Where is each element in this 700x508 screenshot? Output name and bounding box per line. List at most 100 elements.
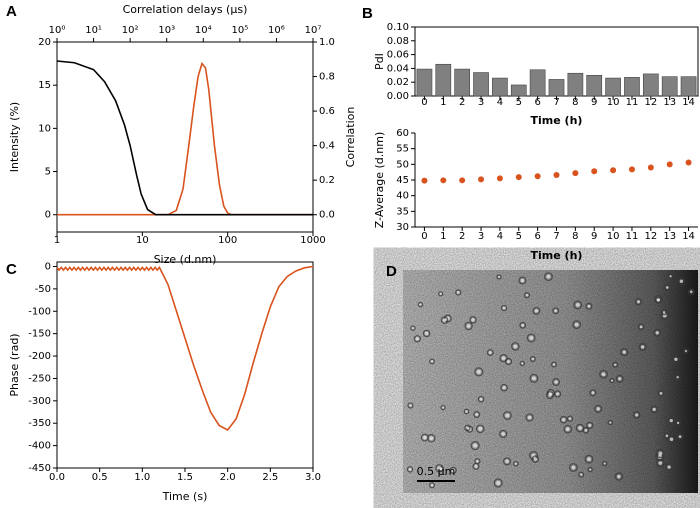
x2-tick-label: 10⁴ [195, 25, 212, 36]
particle-core [669, 275, 672, 278]
particle-core [652, 407, 656, 412]
bar [492, 77, 508, 97]
y-axis-label: PdI [373, 53, 386, 70]
bar [567, 72, 584, 97]
x-tick-label: 0 [421, 231, 427, 242]
x2-tick-label: 10² [122, 25, 139, 36]
x-tick-label: 14 [682, 97, 695, 108]
x-tick-label: 3 [478, 97, 484, 108]
particle-core [423, 435, 427, 440]
plot-frame [56, 261, 314, 469]
particle-core [505, 413, 510, 418]
particle [429, 358, 435, 365]
particle-core [667, 465, 671, 469]
bar [510, 84, 527, 97]
y-tick-label: 0.10 [387, 22, 409, 33]
y-tick-label: 40 [396, 191, 409, 202]
particle [502, 411, 512, 420]
y-tick-label: -150 [28, 329, 51, 340]
particle [575, 423, 585, 433]
particle-core [556, 392, 560, 396]
particle [486, 349, 494, 356]
particle-core [640, 345, 645, 349]
particle [566, 415, 574, 422]
y-tick-label: 5 [45, 167, 51, 178]
particle-core [442, 406, 445, 409]
particle [417, 301, 424, 308]
particle [464, 321, 473, 331]
particle-core [521, 362, 524, 365]
particle [529, 355, 536, 362]
particle [523, 292, 531, 299]
particle-core [669, 437, 674, 442]
particle-core [520, 278, 525, 283]
particle-core [466, 426, 469, 430]
particle-core [430, 360, 434, 363]
particle-core [679, 279, 684, 284]
x-tick-label: 1000 [300, 235, 325, 246]
particle [665, 463, 674, 472]
particle [440, 404, 446, 411]
particle-core [527, 415, 532, 420]
particle [572, 320, 582, 330]
bar [529, 69, 546, 97]
particle [413, 335, 422, 343]
particle-core [568, 417, 572, 420]
bar [624, 77, 640, 97]
particle [586, 421, 594, 430]
y-tick-label: 45 [396, 175, 409, 186]
particle-core [601, 372, 606, 377]
x-tick-label: 6 [534, 231, 540, 242]
x2-axis-label: Correlation delays (μs) [123, 3, 248, 16]
particle-core [465, 410, 468, 413]
particle-core [684, 350, 688, 353]
x-tick-label: 12 [644, 231, 657, 242]
particle-core [501, 356, 506, 360]
particle [667, 273, 674, 280]
x2-tick-label: 10¹ [85, 25, 102, 36]
x-tick-label: 5 [516, 231, 522, 242]
y-tick-label: -250 [28, 373, 51, 384]
particle [587, 467, 593, 473]
particle-core [473, 443, 478, 448]
particle [667, 416, 676, 425]
x-tick-label: 2.5 [262, 472, 278, 483]
particles [406, 272, 695, 489]
particle-core [488, 351, 492, 354]
scale-bar-label: 0.5 μm [417, 465, 456, 478]
particle [650, 405, 659, 414]
particle [552, 378, 561, 387]
panel-label: B [362, 5, 373, 22]
particle [512, 460, 519, 467]
particle [599, 369, 608, 379]
particle-core [475, 413, 479, 416]
particle-core [658, 461, 663, 465]
x-tick-label: 10 [607, 231, 620, 242]
particle [438, 291, 444, 297]
particle-core [474, 464, 478, 468]
x-tick-label: 0.5 [92, 472, 108, 483]
particle [427, 434, 436, 443]
x-tick-label: 7 [553, 231, 559, 242]
particle [634, 298, 643, 306]
particle-core [639, 325, 643, 329]
particle-core [456, 291, 460, 294]
particle-core [466, 324, 471, 328]
x-tick-label: 1 [440, 97, 446, 108]
particle-core [591, 391, 595, 395]
particle [440, 316, 449, 324]
particle [683, 348, 689, 354]
particle [525, 413, 534, 422]
particle [474, 367, 484, 377]
particle [675, 420, 682, 426]
y2-tick-label: 0.4 [319, 141, 335, 152]
particle-core [429, 436, 434, 441]
particle [589, 389, 597, 397]
y-tick-label: -100 [28, 306, 51, 317]
particle-core [411, 327, 415, 330]
particle-core [589, 468, 592, 471]
particle [674, 374, 681, 381]
bar [435, 63, 452, 97]
particle [531, 455, 540, 463]
y-tick-label: 60 [396, 128, 409, 139]
